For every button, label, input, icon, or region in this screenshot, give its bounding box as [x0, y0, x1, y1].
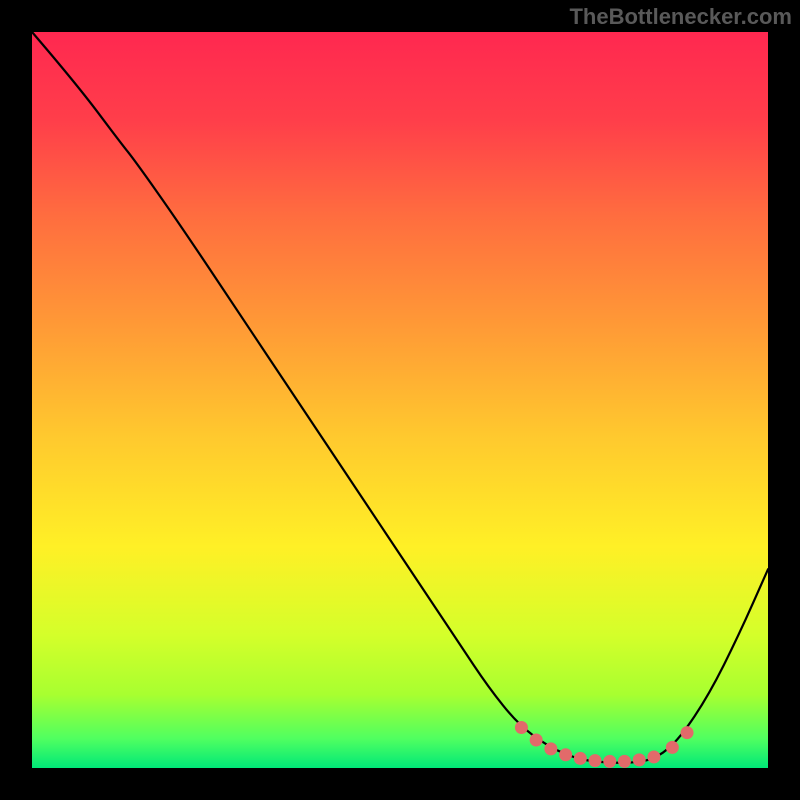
- optimal-marker: [681, 726, 694, 739]
- optimal-marker: [544, 742, 557, 755]
- optimal-marker: [530, 734, 543, 747]
- optimal-marker: [559, 748, 572, 761]
- optimal-marker: [633, 753, 646, 766]
- watermark-text: TheBottlenecker.com: [569, 4, 792, 30]
- chart-root: { "watermark": { "text": "TheBottlenecke…: [0, 0, 800, 800]
- optimal-marker: [515, 721, 528, 734]
- optimal-marker: [603, 755, 616, 768]
- optimal-marker: [589, 754, 602, 767]
- optimal-marker: [647, 750, 660, 763]
- bottleneck-chart: [0, 0, 800, 800]
- chart-background: [32, 32, 768, 768]
- optimal-marker: [618, 755, 631, 768]
- optimal-marker: [574, 752, 587, 765]
- optimal-marker: [666, 741, 679, 754]
